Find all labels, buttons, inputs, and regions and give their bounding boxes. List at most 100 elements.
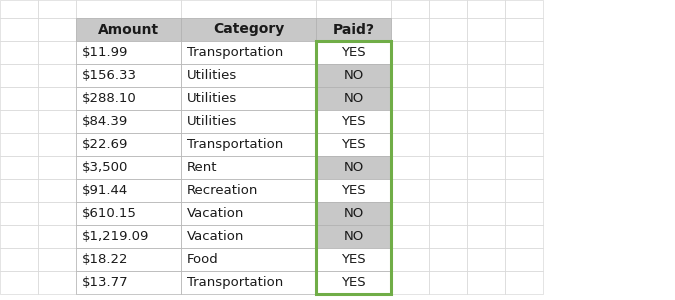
Text: Category: Category: [213, 22, 284, 37]
Text: Utilities: Utilities: [187, 92, 237, 105]
Bar: [316, 18, 391, 41]
Bar: [467, 156, 505, 179]
Bar: [505, 0, 543, 18]
Bar: [391, 133, 429, 156]
Text: YES: YES: [341, 276, 366, 289]
Bar: [38, 87, 76, 110]
Text: YES: YES: [341, 184, 366, 197]
Bar: [391, 18, 429, 41]
Bar: [76, 202, 181, 225]
Bar: [76, 248, 181, 271]
Bar: [316, 87, 391, 110]
Text: Utilities: Utilities: [187, 69, 237, 82]
Bar: [316, 248, 391, 271]
Bar: [38, 202, 76, 225]
Bar: [0, 156, 38, 179]
Bar: [467, 271, 505, 294]
Bar: [467, 0, 505, 18]
Bar: [0, 110, 38, 133]
Text: $156.33: $156.33: [82, 69, 137, 82]
Text: $288.10: $288.10: [82, 92, 137, 105]
Text: $610.15: $610.15: [82, 207, 137, 220]
Bar: [76, 87, 181, 110]
Bar: [467, 87, 505, 110]
Text: NO: NO: [344, 230, 364, 243]
Bar: [0, 41, 38, 64]
Bar: [467, 64, 505, 87]
Bar: [181, 0, 316, 18]
Bar: [181, 156, 316, 179]
Bar: [316, 271, 391, 294]
Bar: [76, 156, 181, 179]
Text: Recreation: Recreation: [187, 184, 259, 197]
Bar: [181, 225, 316, 248]
Bar: [76, 18, 181, 41]
Bar: [391, 271, 429, 294]
Bar: [181, 87, 316, 110]
Bar: [316, 0, 391, 18]
Bar: [467, 179, 505, 202]
Bar: [467, 133, 505, 156]
Bar: [467, 110, 505, 133]
Text: YES: YES: [341, 138, 366, 151]
Bar: [467, 225, 505, 248]
Bar: [181, 179, 316, 202]
Bar: [38, 225, 76, 248]
Bar: [429, 225, 467, 248]
Text: Amount: Amount: [98, 22, 159, 37]
Bar: [181, 202, 316, 225]
Bar: [391, 156, 429, 179]
Bar: [181, 64, 316, 87]
Bar: [467, 18, 505, 41]
Bar: [429, 133, 467, 156]
Bar: [181, 18, 316, 41]
Text: Transportation: Transportation: [187, 46, 284, 59]
Bar: [38, 41, 76, 64]
Bar: [429, 18, 467, 41]
Bar: [76, 179, 181, 202]
Text: NO: NO: [344, 161, 364, 174]
Bar: [0, 0, 38, 18]
Bar: [316, 133, 391, 156]
Bar: [316, 156, 391, 179]
Bar: [38, 156, 76, 179]
Text: NO: NO: [344, 69, 364, 82]
Bar: [467, 202, 505, 225]
Bar: [76, 271, 181, 294]
Bar: [0, 133, 38, 156]
Bar: [391, 0, 429, 18]
Bar: [38, 110, 76, 133]
Bar: [38, 248, 76, 271]
Text: Food: Food: [187, 253, 219, 266]
Bar: [429, 271, 467, 294]
Text: $22.69: $22.69: [82, 138, 128, 151]
Text: NO: NO: [344, 92, 364, 105]
Bar: [467, 41, 505, 64]
Bar: [0, 202, 38, 225]
Text: Utilities: Utilities: [187, 115, 237, 128]
Bar: [38, 133, 76, 156]
Text: $13.77: $13.77: [82, 276, 129, 289]
Text: Vacation: Vacation: [187, 207, 244, 220]
Bar: [505, 64, 543, 87]
Bar: [0, 179, 38, 202]
Bar: [0, 225, 38, 248]
Bar: [0, 87, 38, 110]
Bar: [429, 0, 467, 18]
Bar: [76, 225, 181, 248]
Bar: [505, 271, 543, 294]
Bar: [505, 156, 543, 179]
Bar: [0, 64, 38, 87]
Text: Paid?: Paid?: [333, 22, 375, 37]
Text: $3,500: $3,500: [82, 161, 128, 174]
Text: YES: YES: [341, 46, 366, 59]
Text: Transportation: Transportation: [187, 276, 284, 289]
Bar: [76, 41, 181, 64]
Bar: [505, 110, 543, 133]
Bar: [429, 202, 467, 225]
Bar: [429, 110, 467, 133]
Bar: [505, 41, 543, 64]
Bar: [505, 179, 543, 202]
Text: NO: NO: [344, 207, 364, 220]
Text: $84.39: $84.39: [82, 115, 128, 128]
